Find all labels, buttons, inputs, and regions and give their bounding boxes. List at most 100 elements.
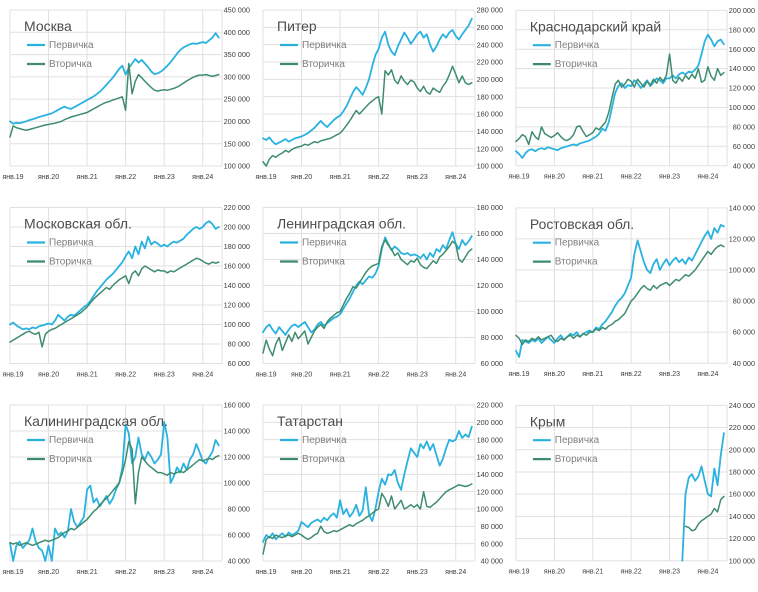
y-tick-label: 140 000 — [729, 203, 755, 212]
legend-item-secondary: Вторичка — [280, 454, 345, 465]
y-tick-label: 100 000 — [477, 307, 503, 316]
x-tick-label: янв.22 — [621, 174, 642, 181]
x-tick-label: янв.23 — [154, 372, 175, 379]
x-tick-label: янв.21 — [582, 174, 603, 181]
chart-svg-piter: 280 000 260 000 240 000 220 000 200 000 180 0… — [255, 6, 503, 181]
chart-svg-moskva: 450 000 400 000 350 000 300 000 250 000 200 0… — [2, 6, 250, 181]
x-tick-label: янв.22 — [115, 569, 136, 576]
chart-leningradskaya-obl: 180 000 160 000 140 000 120 000 100 000 80 00… — [253, 197, 506, 395]
y-tick-label: 140 000 — [729, 512, 755, 521]
y-tick-label: 200 000 — [477, 418, 503, 427]
chart-title: Москва — [24, 18, 72, 34]
legend-label: Вторичка — [555, 257, 598, 268]
x-tick-label: янв.19 — [255, 569, 276, 576]
x-tick-label: янв.23 — [659, 371, 680, 378]
chart-krasnodarskiy-kray: 200 000 180 000 160 000 140 000 120 000 100 0… — [506, 0, 758, 197]
x-tick-label: янв.20 — [291, 372, 312, 379]
y-tick-label: 100 000 — [224, 162, 250, 171]
x-tick-label: янв.21 — [582, 371, 603, 378]
legend-label: Вторичка — [49, 257, 92, 268]
y-tick-label: 160 000 — [729, 45, 755, 54]
gridlines — [262, 9, 476, 167]
x-tick-label: янв.24 — [445, 174, 466, 181]
y-tick-label: 80 000 — [733, 297, 755, 306]
series-secondary — [262, 239, 473, 357]
legend-item-primary: Первичка — [532, 40, 600, 51]
legend-item-secondary: Вторичка — [532, 454, 598, 465]
chart-title: Калининградская обл. — [24, 413, 168, 429]
legend-label: Первичка — [555, 238, 600, 249]
series-primary — [9, 32, 220, 125]
x-tick-label: янв.22 — [115, 174, 136, 181]
legend-label: Первичка — [302, 238, 347, 249]
y-tick-label: 160 000 — [477, 229, 503, 238]
legend-item-secondary: Вторичка — [532, 257, 598, 268]
chart-title: Краснодарский край — [530, 18, 661, 34]
y-tick-label: 60 000 — [733, 328, 755, 337]
x-axis-labels: янв.19 янв.20 янв.21 янв.22 янв.23 янв.24 — [255, 174, 466, 181]
series-primary — [681, 432, 725, 562]
y-tick-label: 160 000 — [729, 490, 755, 499]
legend-label: Вторичка — [302, 454, 345, 465]
y-tick-label: 100 000 — [729, 556, 755, 565]
x-tick-label: янв.19 — [2, 174, 23, 181]
chart-svg-krasnodarskiy-kray: 200 000 180 000 160 000 140 000 120 000 100 0… — [508, 6, 755, 181]
y-tick-label: 40 000 — [733, 359, 755, 368]
x-tick-label: янв.19 — [255, 174, 276, 181]
y-tick-label: 220 000 — [477, 58, 503, 67]
y-axis-labels: 140 000 120 000 100 000 80 000 60 000 40 000 — [729, 203, 755, 367]
y-tick-label: 180 000 — [729, 468, 755, 477]
x-tick-label: янв.21 — [77, 372, 98, 379]
chart-title: Крым — [530, 413, 565, 429]
y-tick-label: 60 000 — [228, 359, 250, 368]
legend-label: Вторичка — [302, 59, 345, 70]
y-tick-label: 120 000 — [477, 487, 503, 496]
y-tick-label: 280 000 — [477, 6, 503, 15]
chart-svg-kaliningradskaya-obl: 160 000 140 000 120 000 100 000 80 000 60 000… — [2, 401, 250, 576]
chart-kaliningradskaya-obl: 160 000 140 000 120 000 100 000 80 000 60 000… — [0, 395, 253, 592]
legend-item-primary: Первичка — [27, 238, 94, 249]
y-tick-label: 80 000 — [228, 340, 250, 349]
chart-svg-rostovskaya-obl: 140 000 120 000 100 000 80 000 60 000 40 000 я… — [508, 203, 755, 378]
y-tick-label: 60 000 — [733, 142, 755, 151]
y-tick-label: 260 000 — [477, 23, 503, 32]
gridlines — [515, 9, 728, 167]
legend-item-primary: Первичка — [532, 238, 600, 249]
legend-item-primary: Первичка — [27, 40, 94, 51]
legend-label: Первичка — [302, 40, 347, 51]
y-tick-label: 160 000 — [477, 110, 503, 119]
y-tick-label: 160 000 — [224, 262, 250, 271]
x-tick-label: янв.23 — [154, 569, 175, 576]
x-tick-label: янв.22 — [621, 371, 642, 378]
x-tick-label: янв.24 — [445, 569, 466, 576]
y-tick-label: 200 000 — [729, 6, 755, 15]
y-tick-label: 200 000 — [729, 445, 755, 454]
series-primary — [262, 17, 473, 146]
y-tick-label: 140 000 — [477, 470, 503, 479]
y-tick-label: 120 000 — [729, 235, 755, 244]
x-tick-label: янв.20 — [38, 174, 59, 181]
y-tick-label: 180 000 — [477, 92, 503, 101]
x-tick-label: янв.24 — [192, 372, 213, 379]
y-tick-label: 140 000 — [224, 427, 250, 436]
x-tick-label: янв.21 — [582, 569, 603, 576]
legend-label: Вторичка — [555, 454, 598, 465]
x-tick-label: янв.24 — [445, 372, 466, 379]
legend-item-primary: Первичка — [280, 238, 347, 249]
y-tick-label: 140 000 — [729, 64, 755, 73]
legend-label: Первичка — [302, 435, 347, 446]
legend-label: Вторичка — [49, 59, 92, 70]
x-tick-label: янв.22 — [368, 372, 389, 379]
series-primary — [515, 224, 725, 358]
x-tick-label: янв.23 — [659, 569, 680, 576]
y-tick-label: 40 000 — [733, 161, 755, 170]
legend-label: Вторичка — [302, 257, 345, 268]
legend-label: Первичка — [49, 435, 94, 446]
x-tick-label: янв.19 — [508, 174, 529, 181]
x-tick-label: янв.20 — [544, 174, 565, 181]
chart-title: Ленинградская обл. — [277, 216, 406, 232]
gridlines — [9, 207, 223, 364]
x-tick-label: янв.24 — [697, 174, 718, 181]
y-axis-labels: 160 000 140 000 120 000 100 000 80 000 60 000… — [224, 401, 250, 566]
